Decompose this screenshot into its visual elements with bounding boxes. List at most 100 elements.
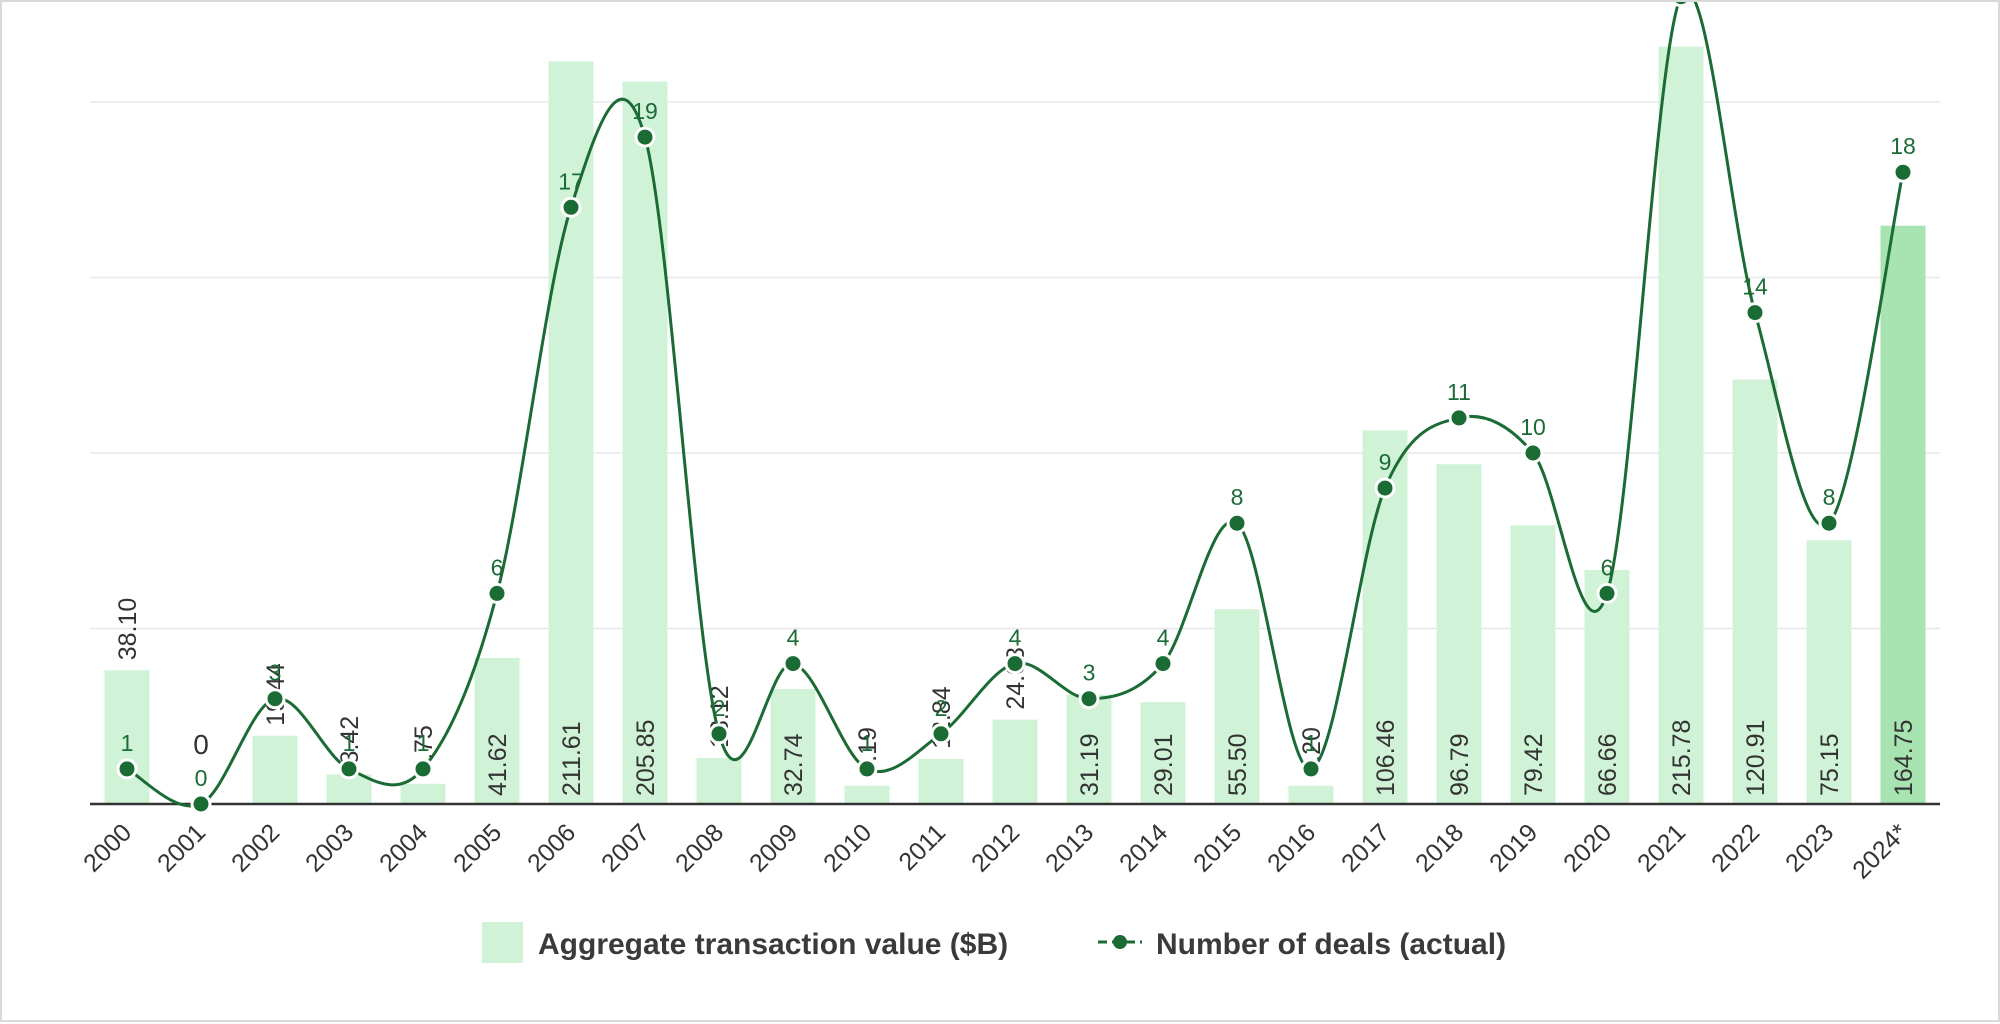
deal-point <box>1004 653 1026 675</box>
x-tick-label: 2001 <box>152 818 211 877</box>
bar-label: 75.15 <box>1816 733 1844 796</box>
deal-label: 19 <box>632 98 658 124</box>
deal-label: 3 <box>269 660 282 686</box>
bar-label: 66.66 <box>1594 733 1622 796</box>
x-tick-label: 2002 <box>226 818 285 877</box>
deal-point <box>634 126 656 148</box>
deal-point <box>1226 512 1248 534</box>
x-tick-label: 2022 <box>1706 818 1765 877</box>
x-tick-label: 2013 <box>1040 818 1099 877</box>
bar-label: 120.91 <box>1742 720 1770 796</box>
deal-label: 1 <box>417 730 430 756</box>
x-tick-label: 2010 <box>818 818 877 877</box>
x-tick-label: 2014 <box>1114 818 1173 877</box>
deal-label: 4 <box>1009 625 1022 651</box>
x-tick-label: 2011 <box>893 818 951 876</box>
deal-point <box>1818 512 1840 534</box>
legend-line-label: Number of deals (actual) <box>1156 928 1506 961</box>
bar-2021 <box>1658 46 1704 805</box>
deal-label: 1 <box>861 730 874 756</box>
bar-2014 <box>1140 702 1186 804</box>
deal-label: 0 <box>195 765 208 791</box>
deal-label: 2 <box>935 695 948 721</box>
x-tick-label: 2005 <box>448 818 507 877</box>
deal-point <box>264 688 286 710</box>
deal-label: 4 <box>787 625 800 651</box>
bar-label: 205.85 <box>632 720 660 796</box>
bar-label: 215.78 <box>1668 720 1696 796</box>
x-tick-label: 2006 <box>522 818 581 877</box>
bar-2012 <box>992 719 1038 804</box>
bar-2022 <box>1732 379 1778 804</box>
x-tick-label: 2023 <box>1780 818 1839 877</box>
deal-label: 2 <box>713 695 726 721</box>
bar-2013 <box>1066 694 1112 804</box>
deal-point <box>1744 302 1766 324</box>
deal-label: 3 <box>1083 660 1096 686</box>
deal-point <box>1596 582 1618 604</box>
deal-point <box>116 758 138 780</box>
bar-2019 <box>1510 525 1556 804</box>
deal-point <box>1300 758 1322 780</box>
bar-label: 8.42 <box>336 716 364 765</box>
deal-label: 17 <box>558 168 584 194</box>
deal-point <box>930 723 952 745</box>
deal-label: 8 <box>1231 484 1244 510</box>
bar-2015 <box>1214 609 1260 804</box>
bar-label: 32.74 <box>780 733 808 796</box>
x-tick-label: 2018 <box>1410 818 1469 877</box>
deal-label: 10 <box>1520 414 1546 440</box>
bar-2004 <box>400 783 446 804</box>
deal-label: 6 <box>491 554 504 580</box>
x-tick-label: 2007 <box>596 818 655 877</box>
bar-label: 55.50 <box>1224 733 1252 796</box>
x-tick-label: 2004 <box>374 818 433 877</box>
bar-label: 38.10 <box>114 598 142 661</box>
bar-2008 <box>696 757 742 804</box>
bar-2005 <box>474 657 520 804</box>
x-tick-label: 2016 <box>1262 818 1321 877</box>
bar-2023 <box>1806 540 1852 804</box>
deal-point <box>1892 161 1914 183</box>
deal-point <box>412 758 434 780</box>
deal-point <box>856 758 878 780</box>
x-tick-label: 2003 <box>300 818 359 877</box>
x-tick-label: 2012 <box>966 818 1025 877</box>
x-tick-label: 2017 <box>1336 818 1395 877</box>
x-tick-label: 2020 <box>1558 818 1617 877</box>
deal-point <box>560 196 582 218</box>
x-tick-label: 2015 <box>1188 818 1247 877</box>
deal-label: 11 <box>1447 379 1471 405</box>
x-tick-label: 2000 <box>78 818 137 877</box>
bar-label: 211.61 <box>558 721 586 796</box>
x-tick-label: 2019 <box>1484 818 1543 877</box>
bar-label: 0 <box>193 729 209 760</box>
bar-2024 <box>1880 225 1926 805</box>
deal-point <box>1078 688 1100 710</box>
deal-point <box>782 653 804 675</box>
deal-label: 4 <box>1157 625 1170 651</box>
deal-point <box>190 793 212 815</box>
deal-label: 1 <box>343 730 356 756</box>
x-axis-tick-labels: 2000 2001 2002 2003 2004 2005 2006 2007 2008 2009… <box>78 818 1913 884</box>
bar-2011 <box>918 758 964 804</box>
bar-label: 41.62 <box>484 733 512 796</box>
bar-label: 96.79 <box>1446 733 1474 796</box>
deal-point <box>708 723 730 745</box>
deal-point <box>1374 477 1396 499</box>
legend-bar-label: Aggregate transaction value ($B) <box>538 928 1008 961</box>
bar-label: 164.75 <box>1890 720 1918 796</box>
gridlines <box>90 101 1940 630</box>
x-tick-label: 2008 <box>670 818 729 877</box>
bar-series <box>104 46 1926 805</box>
deal-point <box>1152 653 1174 675</box>
x-tick-label: 2009 <box>744 818 803 877</box>
bar-2016 <box>1288 785 1334 804</box>
deal-points <box>116 2 1914 815</box>
deal-point <box>1671 2 1691 8</box>
bar-2006 <box>548 61 594 804</box>
bar-label: 106.46 <box>1372 720 1400 796</box>
bar-2007 <box>622 81 668 805</box>
deal-label: 18 <box>1890 133 1916 159</box>
deal-point <box>486 582 508 604</box>
